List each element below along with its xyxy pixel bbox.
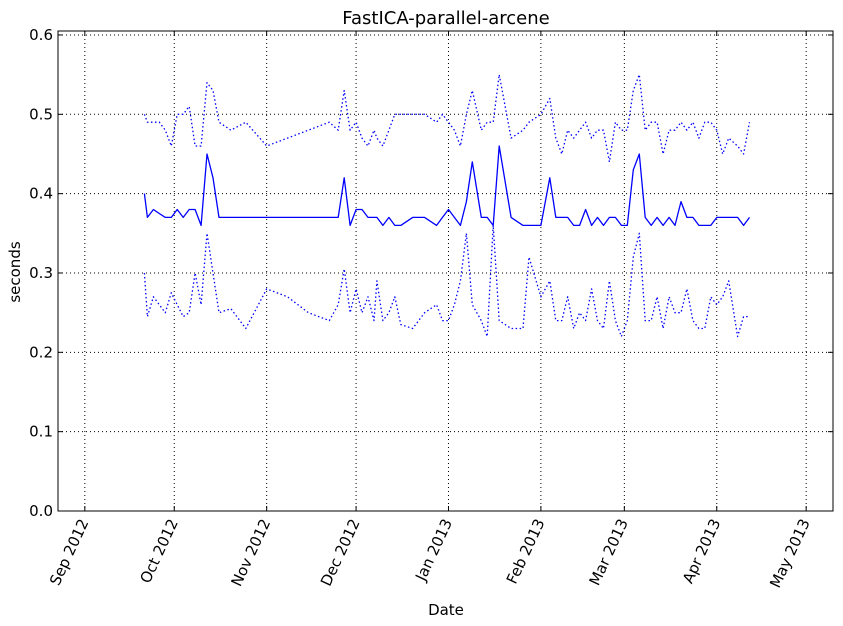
series-line-solid — [143, 145, 751, 227]
y-axis-tick-labels: 0.0 0.1 0.2 0.3 0.4 0.5 0.6 — [29, 26, 53, 520]
x-tick-label: Dec 2012 — [317, 516, 364, 589]
y-axis-label: seconds — [6, 241, 24, 302]
x-tick-label: Sep 2012 — [46, 516, 92, 588]
x-tick-label: Feb 2013 — [503, 516, 549, 587]
x-tick-label: Apr 2013 — [679, 516, 724, 586]
y-tick-label: 0.4 — [29, 185, 53, 203]
y-tick-label: 0.1 — [29, 423, 53, 441]
x-tick-label: Nov 2012 — [227, 516, 274, 589]
chart-title: FastICA-parallel-arcene — [342, 8, 549, 29]
y-tick-label: 0.3 — [29, 264, 53, 282]
series-line-dotted-1 — [143, 73, 751, 163]
y-tick-label: 0.0 — [29, 502, 53, 520]
grid-lines — [58, 31, 833, 512]
plot-area-frame — [57, 30, 834, 512]
series-line-dotted-2 — [143, 224, 750, 338]
x-axis-tick-labels: Sep 2012 Oct 2012 Nov 2012 Dec 2012 Jan 2013… — [46, 516, 814, 591]
x-tick-label: Jan 2013 — [411, 516, 456, 584]
x-axis-label: Date — [428, 601, 464, 619]
x-tick-label: May 2013 — [766, 516, 814, 591]
axis-ticks — [58, 31, 833, 512]
y-tick-label: 0.5 — [29, 105, 53, 123]
y-tick-label: 0.2 — [29, 343, 53, 361]
y-tick-label: 0.6 — [29, 26, 53, 44]
x-tick-label: Mar 2013 — [586, 516, 632, 588]
data-series — [143, 73, 751, 338]
x-tick-label: Oct 2012 — [136, 516, 181, 586]
